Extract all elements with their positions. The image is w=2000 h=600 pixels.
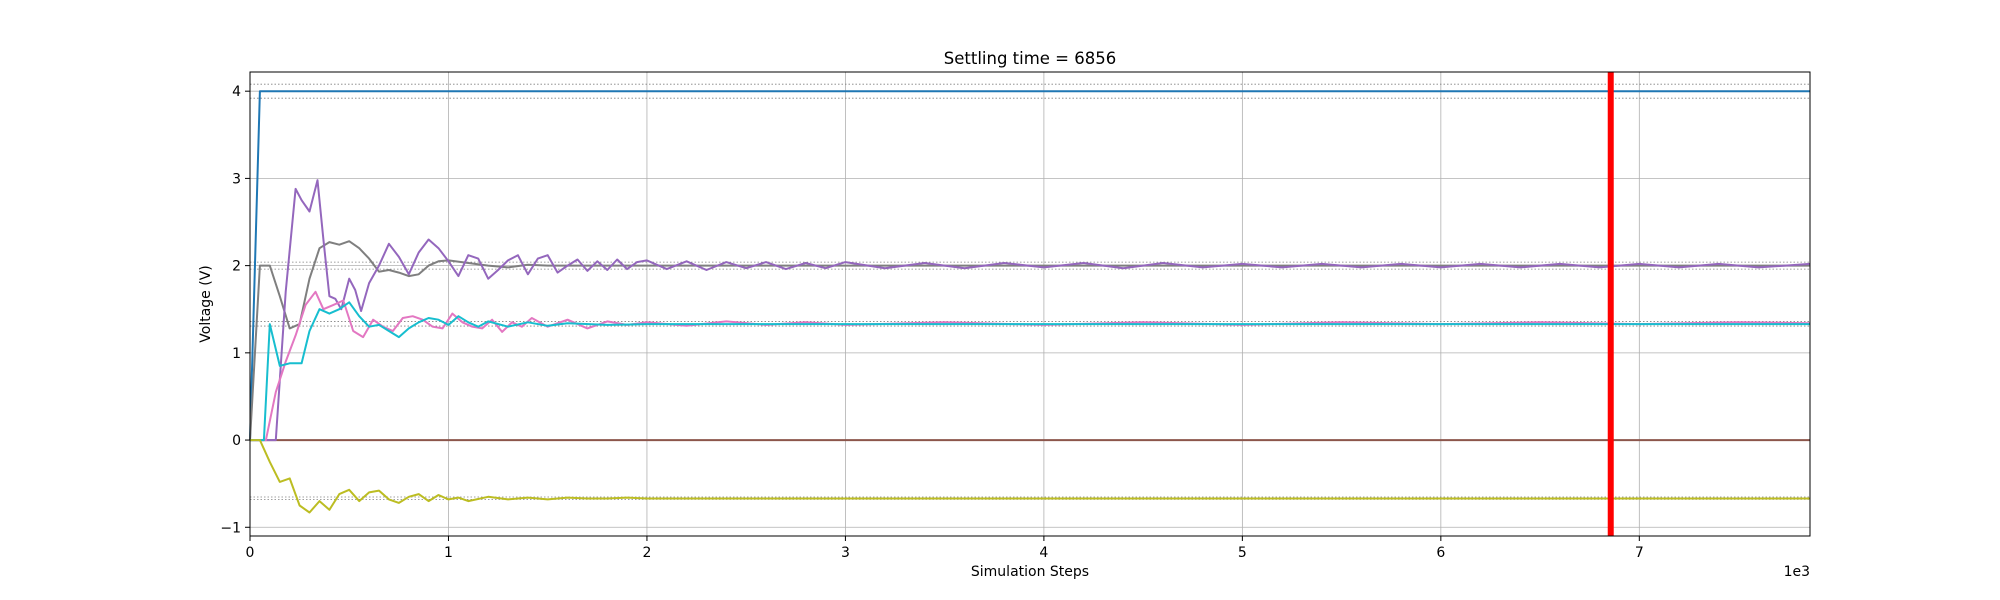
node-gray-line: [249, 240, 1810, 441]
y-tick-label: 0: [232, 433, 241, 449]
series-lines: [249, 90, 1811, 514]
y-ticks: −1 0 1 2 3 4: [220, 84, 250, 536]
x-tick-label: 4: [1039, 545, 1048, 561]
y-tick-label: −1: [220, 520, 241, 536]
y-tick-label: 4: [232, 84, 241, 100]
y-tick-label: 3: [232, 171, 241, 187]
x-ticks: 0 1 2 3 4 5 6 7: [246, 536, 1644, 561]
x-tick-label: 6: [1436, 545, 1445, 561]
x-tick-label: 7: [1635, 545, 1644, 561]
node-olive-line: [250, 439, 1810, 514]
plot-frame: [249, 71, 1811, 537]
x-axis-label: Simulation Steps: [971, 564, 1089, 580]
node-cyan-line: [250, 301, 1810, 442]
y-tick-label: 2: [232, 259, 241, 275]
x-tick-label: 2: [642, 545, 651, 561]
x-offset-label: 1e3: [1784, 564, 1810, 580]
chart-title: Settling time = 6856: [944, 49, 1117, 68]
y-tick-label: 1: [232, 346, 241, 362]
node-blue-line: [249, 90, 1810, 441]
x-tick-label: 1: [444, 545, 453, 561]
y-axis-label: Voltage (V): [198, 265, 214, 342]
x-tick-label: 3: [841, 545, 850, 561]
x-tick-label: 5: [1238, 545, 1247, 561]
x-tick-label: 0: [246, 545, 255, 561]
node-purple-line: [250, 179, 1811, 442]
